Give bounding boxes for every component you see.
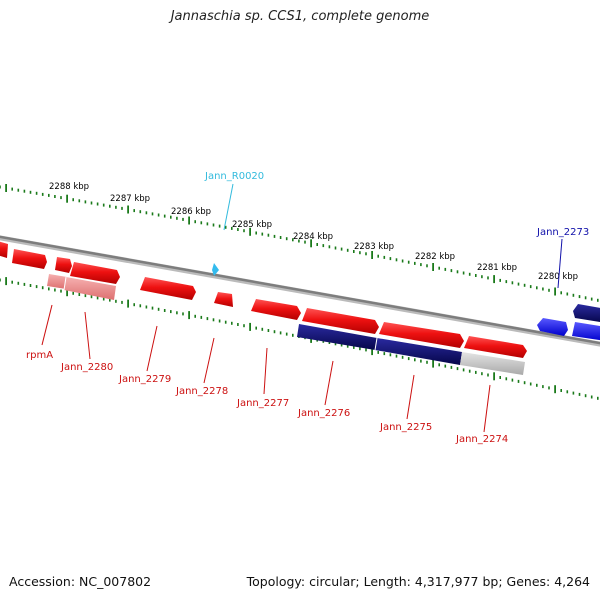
cds-bar-jann-2280[interactable] [64, 277, 116, 300]
leader-line-jann-2274 [483, 384, 491, 433]
gene-label-jann-2275[interactable]: Jann_2275 [379, 422, 432, 433]
gene-arrow-jann-2275[interactable] [379, 322, 464, 348]
reverse-genes [537, 304, 600, 341]
cds-bar-rpma[interactable] [47, 274, 67, 289]
gene-label-rpma[interactable]: rpmA [26, 350, 53, 361]
leader-line-rpma [41, 304, 53, 346]
gene-label-jann-2280[interactable]: Jann_2280 [60, 362, 113, 373]
gene-arrow-jann-2273[interactable] [573, 304, 600, 323]
leader-line-jann-2275 [406, 374, 415, 420]
scale-label: 2282 kbp [415, 252, 455, 262]
scale-label: 2287 kbp [110, 194, 150, 204]
scale-label: 2283 kbp [354, 242, 394, 252]
gene-label-jann-2278[interactable]: Jann_2278 [175, 386, 228, 397]
gene-label-jann-2274[interactable]: Jann_2274 [455, 434, 508, 445]
gene-arrow-jann-2274[interactable] [464, 336, 527, 358]
gene-arrow-jann-2277[interactable] [251, 299, 301, 320]
gene-arrow-reverse[interactable] [537, 318, 568, 336]
genome-summary-text: Topology: circular; Length: 4,317,977 bp… [246, 574, 590, 589]
scale-ticks-inner [0, 277, 599, 400]
gene-arrow[interactable] [0, 240, 8, 258]
cds-bar-jann-2274[interactable] [460, 352, 525, 375]
cds-features [47, 274, 525, 375]
gene-label-jann-2279[interactable]: Jann_2279 [118, 374, 171, 385]
gene-arrow[interactable] [55, 257, 72, 273]
leader-line-jann-2277 [263, 347, 268, 395]
scale-label: 2288 kbp [49, 182, 89, 192]
scale-labels: 2288 kbp 2287 kbp 2286 kbp 2285 kbp 2284… [49, 182, 578, 282]
gene-arrow-jann-2278[interactable] [214, 292, 233, 307]
cds-divider [374, 337, 378, 351]
cds-bar-jann-2275[interactable] [375, 338, 462, 365]
scale-label: 2280 kbp [538, 272, 578, 282]
genome-title: Jannaschia sp. CCS1, complete genome [170, 9, 430, 24]
gene-arrow-jann-2276[interactable] [302, 308, 379, 334]
leader-line-jann-2273 [557, 238, 563, 289]
scale-label: 2286 kbp [171, 207, 211, 217]
gene-arrow-jann-2279[interactable] [140, 277, 196, 300]
leader-line-jann-2276 [324, 360, 334, 406]
gene-label-jann-2273[interactable]: Jann_2273 [536, 227, 589, 238]
scale-label: 2285 kbp [232, 220, 272, 230]
genome-backbone [0, 235, 600, 345]
cds-divider [63, 276, 67, 291]
forward-genes [0, 240, 527, 358]
gene-arrow-reverse[interactable] [572, 322, 600, 341]
gene-arrow-jann-2280[interactable] [70, 262, 120, 284]
leader-lines [41, 183, 563, 433]
scale-label: 2281 kbp [477, 263, 517, 273]
gene-label-jann-r0020[interactable]: Jann_R0020 [204, 171, 264, 182]
gene-arrow[interactable] [12, 249, 47, 269]
leader-line-jann-2278 [203, 337, 215, 384]
gene-label-jann-2277[interactable]: Jann_2277 [236, 398, 289, 409]
gene-labels: Jann_R0020 Jann_2273 rpmA Jann_2280 Jann… [26, 171, 589, 445]
rna-marker-jann-r0020[interactable] [212, 263, 219, 276]
scale-label: 2284 kbp [293, 232, 333, 242]
leader-line-jann-2279 [146, 325, 158, 372]
cds-bar-jann-2276[interactable] [297, 324, 377, 350]
leader-line-jann-2280 [84, 311, 91, 360]
leader-line-jann-r0020 [223, 183, 234, 231]
scale-ticks-outer [0, 184, 599, 302]
accession-text: Accession: NC_007802 [9, 574, 152, 589]
gene-label-jann-2276[interactable]: Jann_2276 [297, 408, 350, 419]
